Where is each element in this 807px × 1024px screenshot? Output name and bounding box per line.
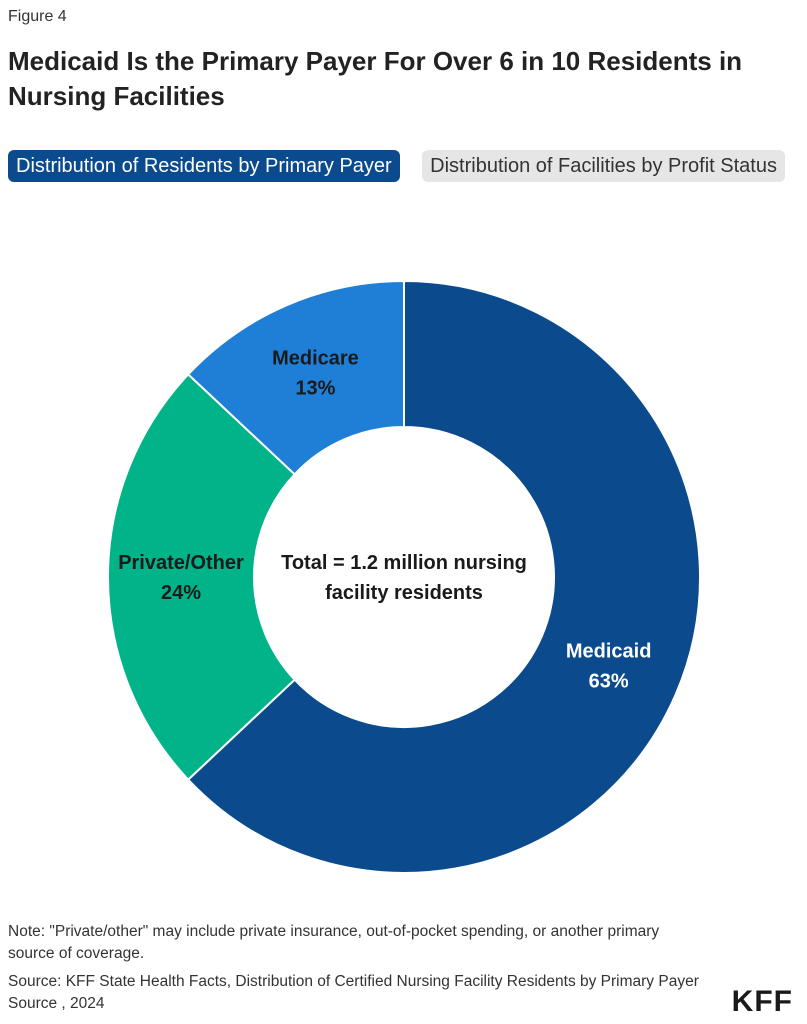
chart-note: Note: "Private/other" may include privat… <box>8 923 660 962</box>
slice-medicaid <box>186 279 701 874</box>
chart-source: Source: KFF State Health Facts, Distribu… <box>8 973 699 1012</box>
slice-value-label: 63% <box>589 671 629 693</box>
slice-medicare <box>186 279 405 476</box>
slice-labels: Medicaid 63% Private/Other 24% Medicare 13% <box>118 347 651 692</box>
chart-title: Medicaid Is the Primary Payer For Over 6… <box>8 46 743 111</box>
slice-private-other <box>106 372 297 782</box>
center-label-line-2: facility residents <box>325 582 483 604</box>
slice-label: Medicaid <box>566 641 652 663</box>
slice-value-label: 13% <box>295 377 335 399</box>
slice-label: Medicare <box>272 347 359 369</box>
tab-facilities-by-profit-status[interactable]: Distribution of Facilities by Profit Sta… <box>422 150 785 182</box>
figure-label: Figure 4 <box>8 8 67 25</box>
donut-slices <box>106 279 701 874</box>
slice-value-label: 24% <box>161 582 201 604</box>
tab-residents-by-payer[interactable]: Distribution of Residents by Primary Pay… <box>8 150 400 182</box>
donut-chart: Medicaid 63% Private/Other 24% Medicare 13% T… <box>106 279 701 874</box>
slice-label: Private/Other <box>118 552 244 574</box>
tab-bar: Distribution of Residents by Primary Pay… <box>8 149 803 183</box>
center-label-line-1: Total = 1.2 million nursing <box>281 552 527 574</box>
kff-logo: KFF <box>731 985 793 1018</box>
